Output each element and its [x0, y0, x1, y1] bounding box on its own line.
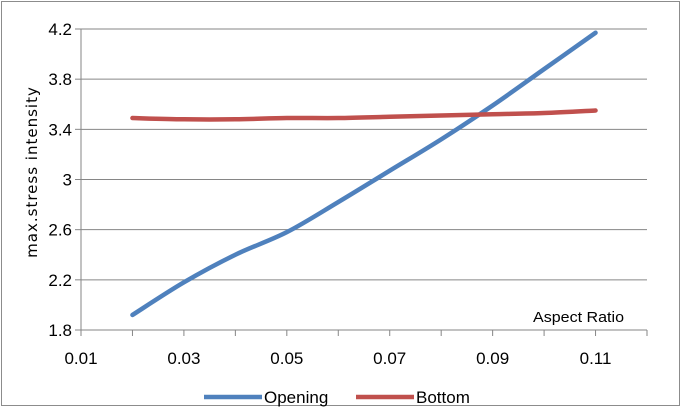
legend-label-bottom: Bottom [416, 388, 470, 407]
axes [75, 28, 648, 336]
x-tick-label: 0.07 [373, 349, 406, 368]
x-tick-labels: 0.01 0.03 0.05 0.07 0.09 0.11 [64, 349, 611, 368]
y-tick-labels: 1.8 2.2 2.6 3 3.4 3.8 4.2 [48, 20, 72, 340]
x-tick-label: 0.11 [580, 349, 612, 368]
y-tick-label: 3.4 [48, 120, 72, 139]
x-tick-label: 0.05 [270, 349, 303, 368]
y-tick-label: 2.6 [48, 221, 72, 240]
y-tick-label: 1.8 [48, 321, 72, 340]
y-tick-label: 4.2 [48, 20, 72, 39]
gridlines [81, 28, 647, 281]
series-line-opening [130, 30, 598, 318]
y-axis-label: max.stress intensity [23, 86, 41, 258]
legend: Opening Bottom [204, 388, 470, 407]
y-tick-label: 3 [63, 171, 72, 190]
x-tick-label: 0.03 [167, 349, 200, 368]
x-tick-label: 0.09 [476, 349, 509, 368]
y-tick-label: 3.8 [48, 70, 72, 89]
x-tick-label: 0.01 [64, 349, 97, 368]
x-axis-label: Aspect Ratio [533, 309, 624, 326]
y-tick-label: 2.2 [48, 271, 72, 290]
series-lines [130, 30, 598, 318]
legend-label-opening: Opening [264, 388, 328, 407]
series-line-bottom [130, 108, 598, 122]
